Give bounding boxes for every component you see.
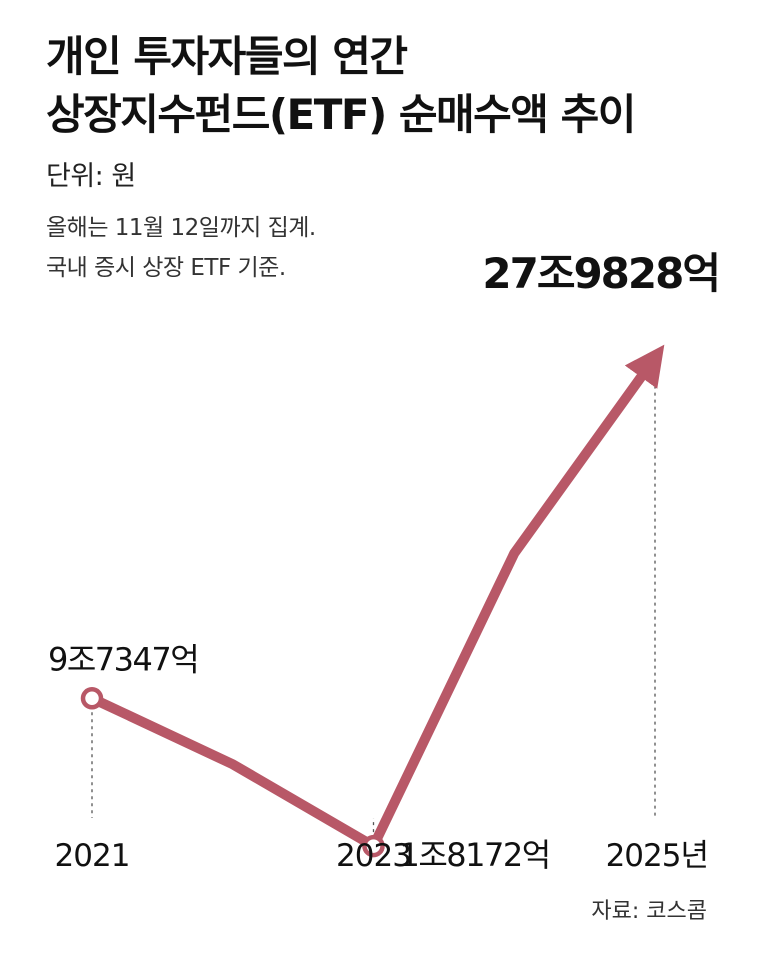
data-label-2023: 1조8172억 [400,836,550,874]
point-markers [80,687,385,858]
series-line-group [89,344,665,854]
note-line-2: 국내 증시 상장 ETF 기준. [46,255,286,281]
data-label-2025: 27조9828억 [482,249,719,298]
data-label-2021: 9조7347억 [48,640,198,678]
data-labels: 9조7347억 1조8172억 27조9828억 [48,249,721,874]
x-tick-label-2021: 2021 [55,838,130,874]
point-marker-2021 [80,687,104,710]
x-axis-ticks: 2021 2023 2025년 [55,838,709,874]
unit-label: 단위: 원 [46,161,136,192]
point-marker-2023 [362,834,385,858]
chart-title: 개인 투자자들의 연간 상장지수펀드(ETF) 순매수액 추이 [46,28,636,144]
series-line [89,344,665,854]
x-tick-label-2023: 2023 [336,838,411,874]
x-tick-label-2025: 2025년 [606,838,708,874]
source-label: 자료: 코스콤 [591,899,707,924]
title-line-1: 개인 투자자들의 연간 [46,32,408,81]
guide-lines [91,357,656,847]
note-line-1: 올해는 11월 12일까지 집계. [46,215,316,241]
chart-note: 올해는 11월 12일까지 집계. 국내 증시 상장 ETF 기준. [46,208,316,288]
title-line-2: 상장지수펀드(ETF) 순매수액 추이 [46,90,636,139]
